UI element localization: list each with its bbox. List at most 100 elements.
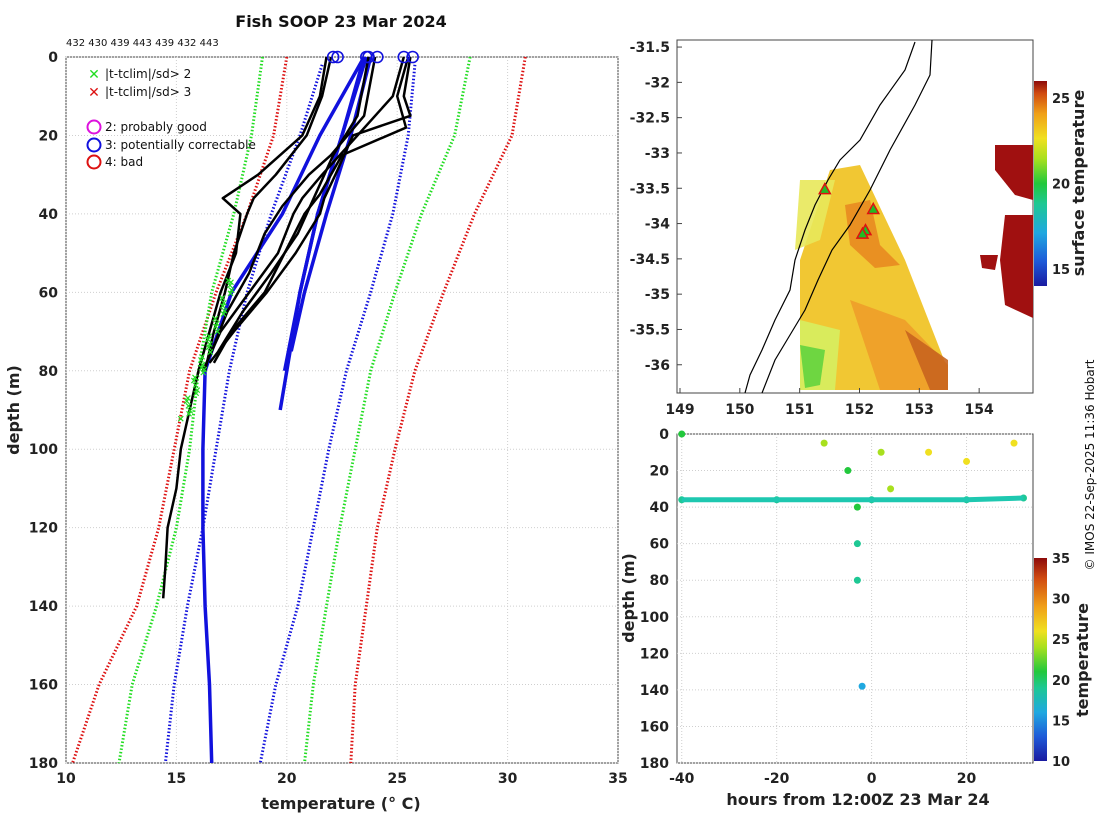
time-y-tick-label: 20: [650, 464, 670, 480]
legend-circle-red-icon: [86, 154, 102, 170]
outlier-x-marker: [214, 328, 221, 335]
sst-colorbar-tick: 15: [1052, 263, 1070, 278]
map-y-tick-label: -35.5: [630, 322, 670, 338]
time-depth-point: [853, 503, 861, 511]
sst-patch-east-hot-3: [980, 255, 998, 270]
time-depth-point: [925, 448, 933, 456]
outlier-x-marker: [192, 382, 199, 389]
temperature-colorbar-tick: 20: [1052, 674, 1070, 689]
map-x-ticks: 149 150 151 152 153 154: [665, 388, 994, 418]
time-y-tick-label: 160: [640, 719, 669, 735]
temperature-colorbar: [1034, 558, 1047, 761]
outlier-x-marker: [207, 349, 214, 355]
time-depth-point: [887, 485, 895, 493]
station-triangle: [818, 182, 832, 195]
legend-label-probably-good: 2: probably good: [105, 120, 207, 134]
map-x-tick-label: 154: [965, 402, 994, 418]
temperature-colorbar-tick: 25: [1052, 633, 1070, 648]
outlier-x-marker: [213, 320, 220, 327]
outlier-x-marker: [199, 361, 206, 368]
profile-y-tick-label: 100: [29, 442, 58, 458]
outlier-x-marker: [212, 315, 219, 322]
temperature-colorbar-ticks: 10 15 20 25 30 35: [1052, 552, 1070, 770]
sst-patch-hot: [905, 330, 948, 390]
profile-series-1: [117, 56, 264, 764]
profile-grid: [65, 56, 619, 764]
time-depth-point: [678, 430, 686, 438]
outlier-x-marker: [185, 403, 192, 409]
legend-entry-bad: 4: bad: [86, 154, 143, 170]
profile-plot-area: [65, 56, 619, 764]
profile-series-group: [71, 56, 527, 764]
time-y-tick-label: 120: [640, 646, 669, 662]
outlier-x-marker: [192, 374, 198, 381]
time-depth-points: [678, 430, 1028, 690]
outlier-x-marker: [225, 277, 232, 284]
profile-series-12: [201, 56, 406, 372]
shelf-contour-line: [761, 39, 933, 394]
time-depth-point: [853, 540, 861, 548]
time-y-tick-label: 40: [650, 500, 670, 516]
time-depth-point: [853, 576, 861, 584]
outlier-x-marker: [228, 279, 234, 286]
map-x-tick-label: 149: [665, 402, 694, 418]
profile-series-10: [161, 56, 328, 599]
profile-series-15: [210, 56, 377, 352]
profile-y-tick-label: 120: [29, 521, 58, 537]
sst-patch-coastal: [795, 180, 835, 250]
outlier-x-marker: [206, 341, 213, 348]
time-depth-point: [844, 467, 852, 475]
time-y-tick-label: 100: [640, 610, 669, 626]
time-x-label: hours from 12:00Z 23 Mar 24: [726, 790, 989, 809]
sst-colorbar: [1034, 81, 1047, 286]
sst-patch-east-hot-1: [995, 145, 1033, 200]
profile-series-5: [349, 56, 527, 764]
sst-patch-east-hot-2: [1000, 215, 1033, 318]
flag-markers: [326, 50, 419, 64]
outlier-x-marker: [221, 299, 227, 306]
map-y-tick-label: -35: [645, 287, 670, 303]
time-y-tick-label: 0: [659, 427, 669, 443]
sst-patch-green: [800, 345, 825, 388]
outlier-x-marker: [219, 295, 226, 301]
legend-label-correctable: 3: potentially correctable: [105, 138, 256, 152]
time-x-tick-label: -40: [669, 771, 695, 787]
profile-series-6: [201, 56, 366, 764]
time-y-tick-label: 180: [640, 756, 669, 772]
outlier-x-marker: [177, 415, 184, 422]
legend-entry-probably-good: 2: probably good: [86, 119, 207, 135]
outlier-x-marker: [184, 395, 191, 401]
outlier-x-marker: [206, 333, 213, 340]
map-panel: 149 150 151 152 153 154 -31.5 -32 -32.5 -33 -33.5…: [630, 39, 1088, 418]
legend-x-green-icon: ✕: [88, 67, 100, 83]
outlier-markers: [177, 277, 235, 422]
sst-colorbar-tick: 25: [1052, 92, 1070, 107]
time-panel: -40 -20 0 20 0 20 40 60 80 100 120 140 160 180 hours…: [619, 427, 1092, 809]
profile-y-tick-label: 60: [39, 285, 59, 301]
legend-circle-magenta-icon: [86, 119, 102, 135]
time-x-tick-label: 20: [957, 771, 977, 787]
profile-series-4: [303, 56, 472, 764]
temperature-colorbar-label: temperature: [1073, 603, 1092, 717]
flag-circle: [362, 50, 375, 64]
time-depth-point: [963, 457, 971, 465]
coastline: [744, 39, 933, 394]
time-x-tick-label: -20: [764, 771, 790, 787]
sst-colorbar-label: surface temperature: [1069, 90, 1088, 277]
profile-series-9: [278, 56, 366, 411]
flag-circle: [331, 50, 344, 64]
coastline-line: [744, 41, 916, 394]
time-plot-area: [676, 433, 1034, 764]
profile-series-3: [258, 64, 417, 764]
legend-entry-sd2: ✕ |t-tclim|/sd> 2: [88, 67, 191, 83]
legend-x-red-icon: ✕: [88, 85, 100, 101]
time-depth-line-36m: [681, 495, 1024, 503]
legend: ✕ |t-tclim|/sd> 2 ✕ |t-tclim|/sd> 3 2: p…: [86, 67, 256, 170]
profile-y-tick-label: 40: [39, 207, 59, 223]
time-depth-point: [820, 439, 828, 447]
temperature-colorbar-tick: 15: [1052, 714, 1070, 729]
time-y-tick-label: 60: [650, 537, 670, 553]
map-y-tick-label: -32: [645, 75, 670, 91]
legend-label-bad: 4: bad: [105, 155, 143, 169]
